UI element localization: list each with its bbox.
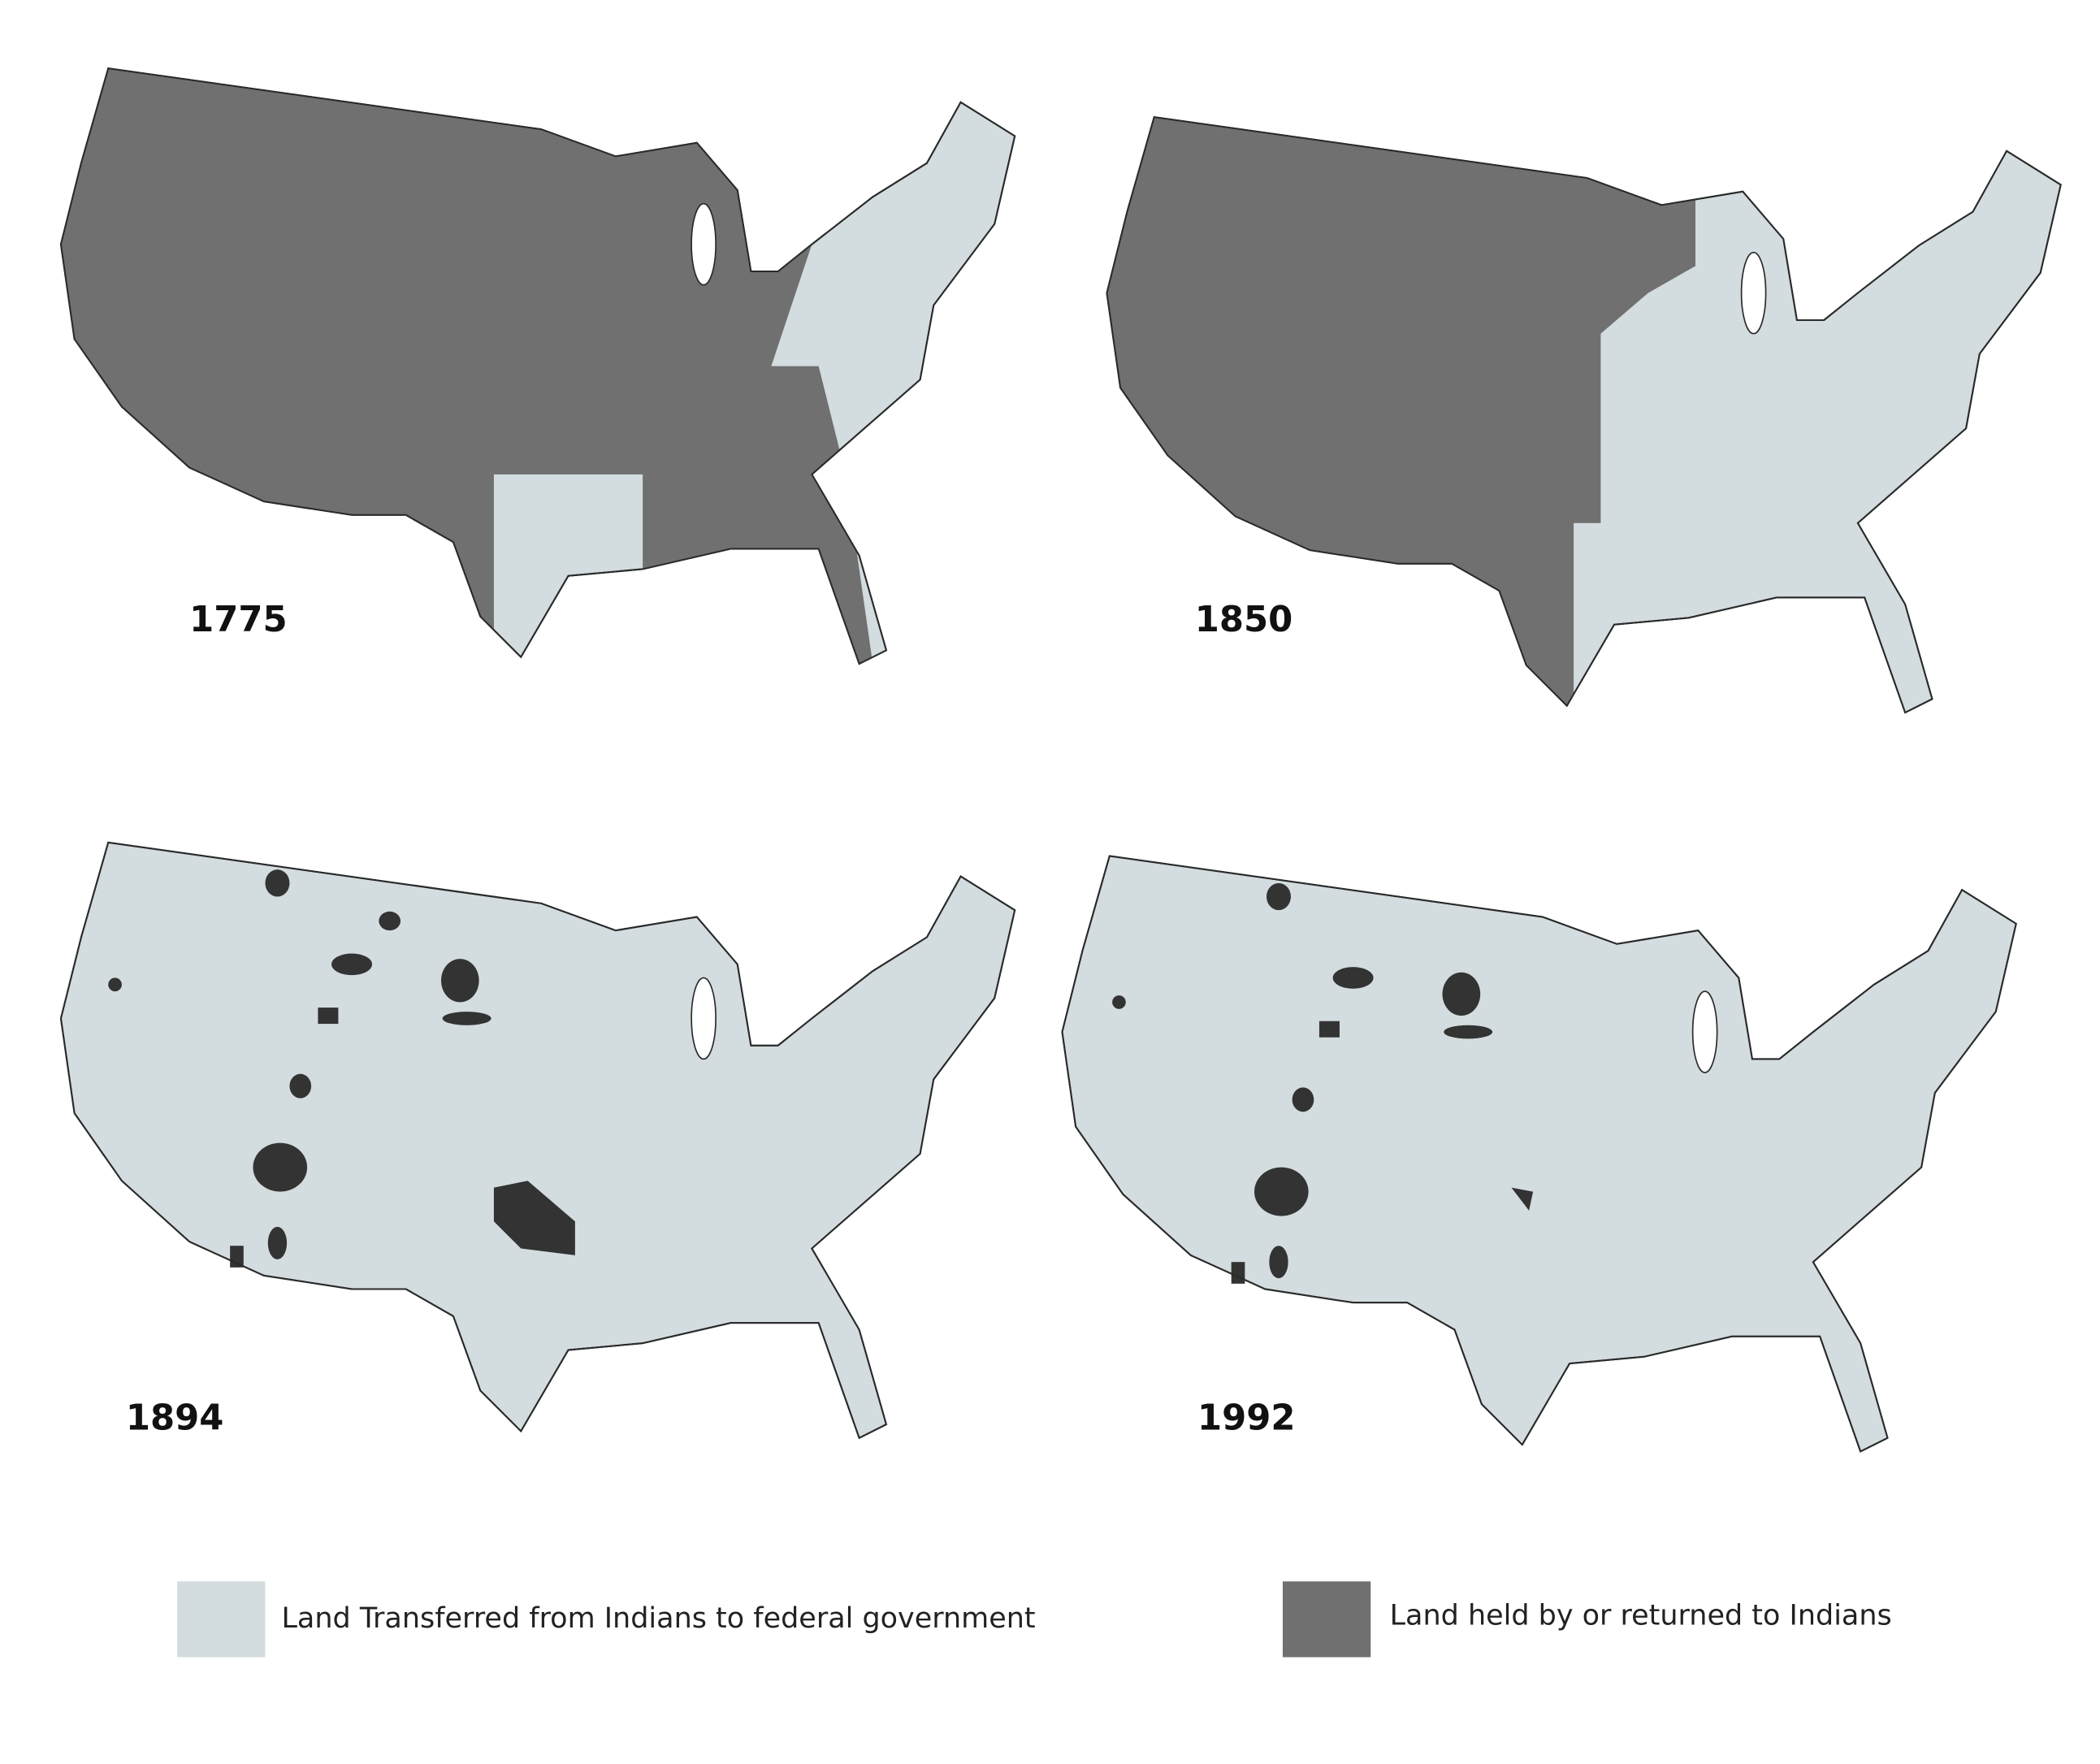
reservation: [1231, 1262, 1245, 1284]
reservation: [1266, 882, 1291, 911]
reservation: [1112, 995, 1126, 1009]
reservation: [442, 1012, 491, 1025]
legend-swatch: [177, 1581, 266, 1658]
year-label: 1850: [1195, 600, 1293, 640]
reservation: [318, 1008, 339, 1025]
reservation: [493, 1181, 575, 1255]
reservation: [267, 1226, 288, 1259]
reservation: [379, 911, 401, 931]
reservation: [1318, 1021, 1340, 1038]
reservation: [108, 977, 122, 992]
lake: [1691, 990, 1718, 1073]
lake: [1740, 251, 1767, 335]
reservation: [1332, 967, 1374, 989]
lake: [691, 977, 717, 1060]
reservation: [230, 1246, 244, 1268]
map-1775: [59, 67, 1016, 665]
lake: [691, 202, 717, 286]
reservation: [440, 959, 479, 1003]
map-1992: [1061, 855, 2017, 1453]
legend-label: Land held by or returned to Indians: [1390, 1600, 1892, 1632]
reservation: [331, 953, 373, 976]
reservations: [1112, 882, 1534, 1284]
year-label: 1775: [189, 600, 288, 640]
indian-land: [60, 68, 873, 665]
map-1894: [59, 841, 1016, 1439]
reservations: [108, 869, 575, 1268]
legend-swatch: [1282, 1581, 1371, 1658]
year-label: 1992: [1197, 1398, 1296, 1439]
us-outline: [59, 841, 1016, 1439]
legend-label: Land Transferred from Indians to federal…: [281, 1602, 1035, 1635]
reservation: [1511, 1187, 1534, 1211]
us-outline: [1061, 855, 2017, 1453]
reservation: [253, 1142, 308, 1192]
reservation: [1269, 1246, 1288, 1279]
reservation: [1254, 1167, 1309, 1216]
year-label: 1894: [126, 1398, 224, 1439]
reservation: [289, 1073, 312, 1099]
reservation: [1292, 1087, 1314, 1112]
reservation: [1442, 972, 1481, 1016]
reservation: [265, 869, 290, 897]
reservation: [1444, 1025, 1493, 1039]
